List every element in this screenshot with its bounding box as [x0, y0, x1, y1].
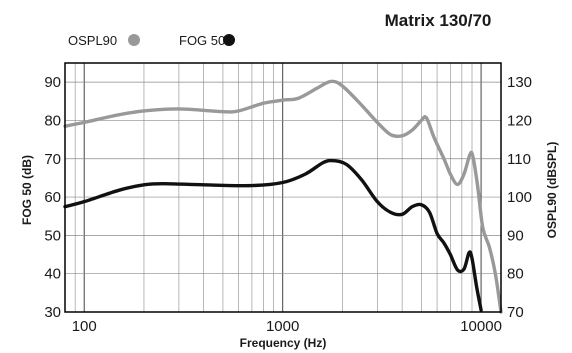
y-axis-left-label: FOG 50 (dB) [20, 155, 34, 225]
y-tick-left-label: 90 [44, 74, 61, 91]
y-axis-right-label: OSPL90 (dBSPL) [545, 142, 559, 239]
y-tick-right-label: 100 [507, 189, 532, 206]
legend-fog50-marker [223, 34, 235, 46]
y-tick-right-label: 70 [507, 304, 524, 321]
y-tick-left-label: 40 [44, 266, 61, 283]
y-tick-right-label: 90 [507, 227, 524, 244]
x-axis-label: Frequency (Hz) [240, 336, 327, 350]
series-line-fog50 [63, 158, 483, 312]
y-tick-right-label: 110 [507, 151, 531, 168]
y-tick-left-label: 60 [44, 189, 61, 206]
y-tick-left-label: 30 [44, 304, 61, 321]
series-line-ospl90 [63, 79, 503, 314]
x-tick-label: 1000 [266, 318, 299, 335]
x-tick-label: 100 [72, 318, 97, 335]
grid [65, 63, 501, 312]
legend-fog50-label: FOG 50 [179, 33, 225, 48]
y-tick-left-label: 80 [44, 112, 61, 129]
y-tick-right-label: 120 [507, 112, 532, 129]
chart-title: Matrix 130/70 [385, 11, 492, 30]
y-tick-right-label: 130 [507, 74, 532, 91]
legend-ospl90-marker [128, 34, 140, 46]
tick-labels: 100 1000 10000 30 40 50 60 70 80 90 70 80 90 100 110 12… [44, 74, 532, 335]
x-tick-label: 10000 [460, 318, 502, 335]
y-tick-left-label: 50 [44, 227, 61, 244]
plot-frame [64, 62, 502, 313]
y-tick-right-label: 80 [507, 266, 524, 283]
legend-ospl90-label: OSPL90 [68, 33, 117, 48]
series-lines [63, 79, 503, 314]
y-tick-left-label: 70 [44, 151, 61, 168]
